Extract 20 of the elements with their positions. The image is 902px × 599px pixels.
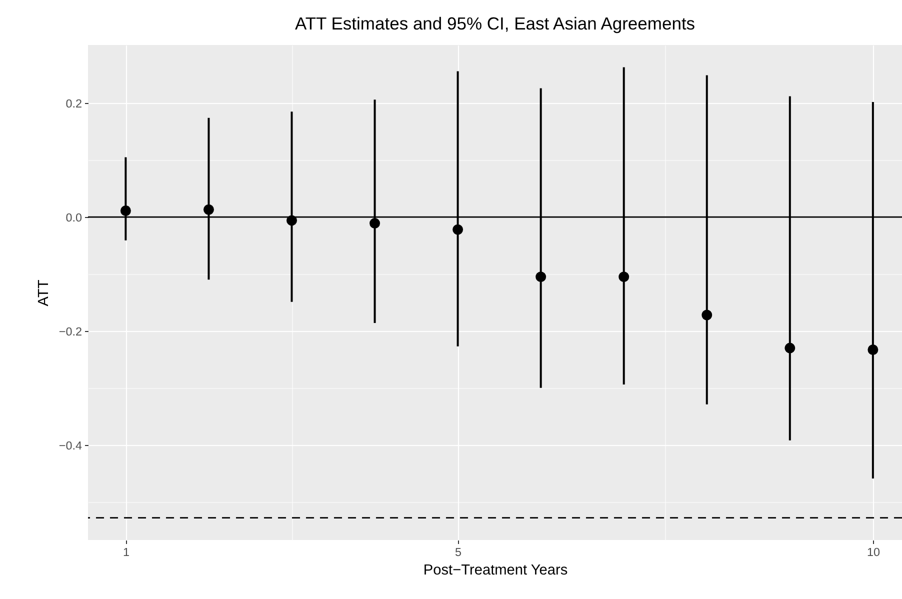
point <box>618 272 630 282</box>
y-tick-label: 0.0 <box>66 212 82 225</box>
y-axis-title: ATT <box>36 280 52 306</box>
point <box>120 206 131 216</box>
point <box>370 218 380 229</box>
x-axis-title: Post−Treatment Years <box>423 562 568 579</box>
point <box>452 224 464 235</box>
point <box>702 310 712 320</box>
y-tick-label: 0.2 <box>66 98 82 111</box>
point <box>203 204 214 215</box>
x-tick-label: 1 <box>122 546 130 559</box>
point <box>536 272 546 282</box>
point <box>286 215 297 226</box>
x-tick-label: 5 <box>455 546 462 559</box>
point <box>868 344 878 355</box>
y-tick-label: −0.2 <box>58 325 82 338</box>
y-tick-label: −0.4 <box>58 439 82 452</box>
chart-title: ATT Estimates and 95% CI, East Asian Agreements <box>294 14 696 34</box>
point <box>784 342 796 354</box>
x-tick-label: 10 <box>866 546 880 559</box>
